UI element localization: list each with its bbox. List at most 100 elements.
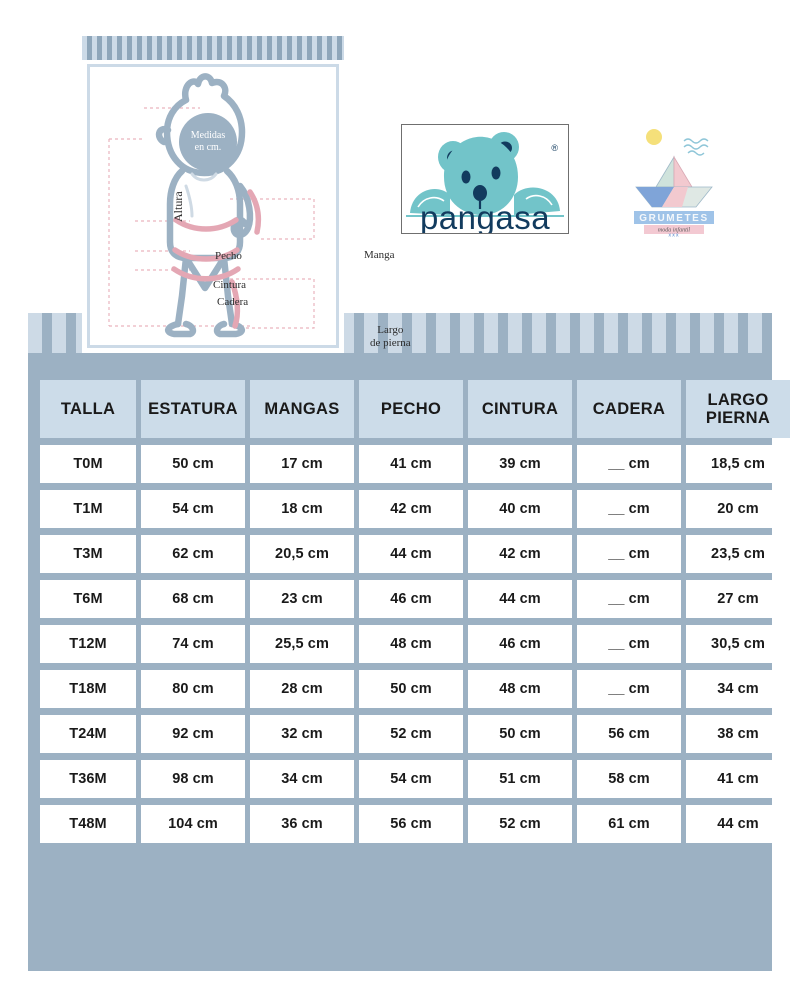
header-largo-line1: LARGO [707, 390, 769, 409]
cell-talla: T1M [40, 490, 136, 528]
cell-cadera: __ cm [577, 625, 681, 663]
cell-pecho: 42 cm [359, 490, 463, 528]
crotch-shape [182, 254, 228, 292]
ear-shape [155, 125, 172, 146]
cell-estatura: 80 cm [141, 670, 245, 708]
cell-pecho: 50 cm [359, 670, 463, 708]
cell-talla: T36M [40, 760, 136, 798]
measurement-illustration-card: Medidas en cm. Altura Pecho Cintura Cade… [82, 36, 411, 353]
cell-estatura: 62 cm [141, 535, 245, 573]
cell-mangas: 20,5 cm [250, 535, 354, 573]
medidas-en-cm-badge: Medidas en cm. [179, 113, 237, 171]
grumetes-wordmark: GRUMETES [639, 213, 708, 224]
cell-talla: T6M [40, 580, 136, 618]
cell-estatura: 92 cm [141, 715, 245, 753]
label-cintura: Cintura [213, 279, 246, 291]
cell-pecho: 52 cm [359, 715, 463, 753]
cell-pecho: 41 cm [359, 445, 463, 483]
arm-shape [230, 182, 254, 239]
largo-pierna-band [229, 279, 241, 329]
cell-mangas: 34 cm [250, 760, 354, 798]
table-row: T1M 54 cm 18 cm 42 cm 40 cm __ cm 20 cm [40, 490, 790, 528]
header-largo-line2: PIERNA [705, 409, 771, 427]
table-body: T0M 50 cm 17 cm 41 cm 39 cm __ cm 18,5 cm T1M 54… [40, 445, 790, 843]
boat-hull-mid [662, 187, 688, 207]
cell-cintura: 52 cm [468, 805, 572, 843]
boat-hull-left [636, 187, 674, 207]
cell-estatura: 54 cm [141, 490, 245, 528]
table-row: T6M 68 cm 23 cm 46 cm 44 cm __ cm 27 cm [40, 580, 790, 618]
grumetes-tagline-banner: moda infantil [644, 225, 704, 234]
measurement-bands [171, 189, 262, 329]
cell-mangas: 17 cm [250, 445, 354, 483]
cell-largo-pierna: 18,5 cm [686, 445, 790, 483]
pangasa-trademark-symbol: ® [551, 143, 558, 153]
largo-pierna-guide-box [230, 278, 315, 329]
column-header-mangas: MANGAS [250, 380, 354, 438]
cell-largo-pierna: 34 cm [686, 670, 790, 708]
cell-estatura: 104 cm [141, 805, 245, 843]
left-foot-shape [164, 320, 197, 338]
cell-pecho: 54 cm [359, 760, 463, 798]
label-largo-de-pierna: Largo de pierna [370, 324, 411, 350]
medidas-line1: Medidas [190, 129, 226, 141]
head-shape [163, 73, 246, 177]
cell-estatura: 98 cm [141, 760, 245, 798]
cell-cintura: 42 cm [468, 535, 572, 573]
left-leg-shape [174, 254, 190, 328]
table-row: T0M 50 cm 17 cm 41 cm 39 cm __ cm 18,5 cm [40, 445, 790, 483]
cell-cintura: 39 cm [468, 445, 572, 483]
cell-cadera: 61 cm [577, 805, 681, 843]
cell-largo-pierna: 38 cm [686, 715, 790, 753]
pecho-band [173, 217, 239, 232]
label-cadera: Cadera [217, 296, 249, 308]
column-header-pecho: PECHO [359, 380, 463, 438]
pangasa-bear-icon: ® pangasa [406, 132, 564, 236]
wave-lines [683, 138, 709, 156]
cell-cintura: 44 cm [468, 580, 572, 618]
cadera-band [171, 266, 241, 282]
cell-largo-pierna: 41 cm [686, 760, 790, 798]
grumetes-boat-icon: GRUMETES moda infantil xxx [634, 129, 714, 239]
cell-cintura: 51 cm [468, 760, 572, 798]
shirt-fold [184, 184, 194, 218]
table-header-row: TALLA ESTATURA MANGAS PECHO CINTURA CADE… [40, 380, 790, 438]
cell-cadera: __ cm [577, 535, 681, 573]
bear-illustration [406, 132, 564, 217]
cell-largo-pierna: 30,5 cm [686, 625, 790, 663]
bear-right-eye [491, 166, 501, 180]
cell-cintura: 50 cm [468, 715, 572, 753]
bear-head [444, 136, 518, 215]
largo-line1: Largo [377, 324, 404, 336]
cell-estatura: 68 cm [141, 580, 245, 618]
manga-band [247, 189, 262, 235]
cell-mangas: 32 cm [250, 715, 354, 753]
grumetes-ornament: xxx [668, 233, 679, 238]
size-chart-table: TALLA ESTATURA MANGAS PECHO CINTURA CADE… [35, 373, 795, 850]
table-row: T48M 104 cm 36 cm 56 cm 52 cm 61 cm 44 cm [40, 805, 790, 843]
label-pecho: Pecho [215, 250, 242, 262]
cell-cadera: __ cm [577, 580, 681, 618]
column-header-largo-pierna: LARGO PIERNA [686, 380, 790, 438]
cell-cadera: __ cm [577, 490, 681, 528]
cell-cadera: __ cm [577, 670, 681, 708]
cell-pecho: 56 cm [359, 805, 463, 843]
column-header-talla: TALLA [40, 380, 136, 438]
cell-talla: T18M [40, 670, 136, 708]
cell-cintura: 48 cm [468, 670, 572, 708]
column-header-cadera: CADERA [577, 380, 681, 438]
table-row: T18M 80 cm 28 cm 50 cm 48 cm __ cm 34 cm [40, 670, 790, 708]
grumetes-tagline: moda infantil [658, 227, 691, 234]
child-measurement-diagram [108, 73, 315, 338]
boat-sail-left [655, 155, 675, 188]
right-foot-shape [213, 320, 246, 338]
medidas-line2: en cm. [194, 142, 222, 153]
cell-talla: T3M [40, 535, 136, 573]
cell-mangas: 28 cm [250, 670, 354, 708]
cell-estatura: 50 cm [141, 445, 245, 483]
boat-sail-right [673, 155, 693, 188]
column-header-estatura: ESTATURA [141, 380, 245, 438]
bear-left-eye [461, 170, 471, 184]
cell-cintura: 46 cm [468, 625, 572, 663]
cell-talla: T12M [40, 625, 136, 663]
